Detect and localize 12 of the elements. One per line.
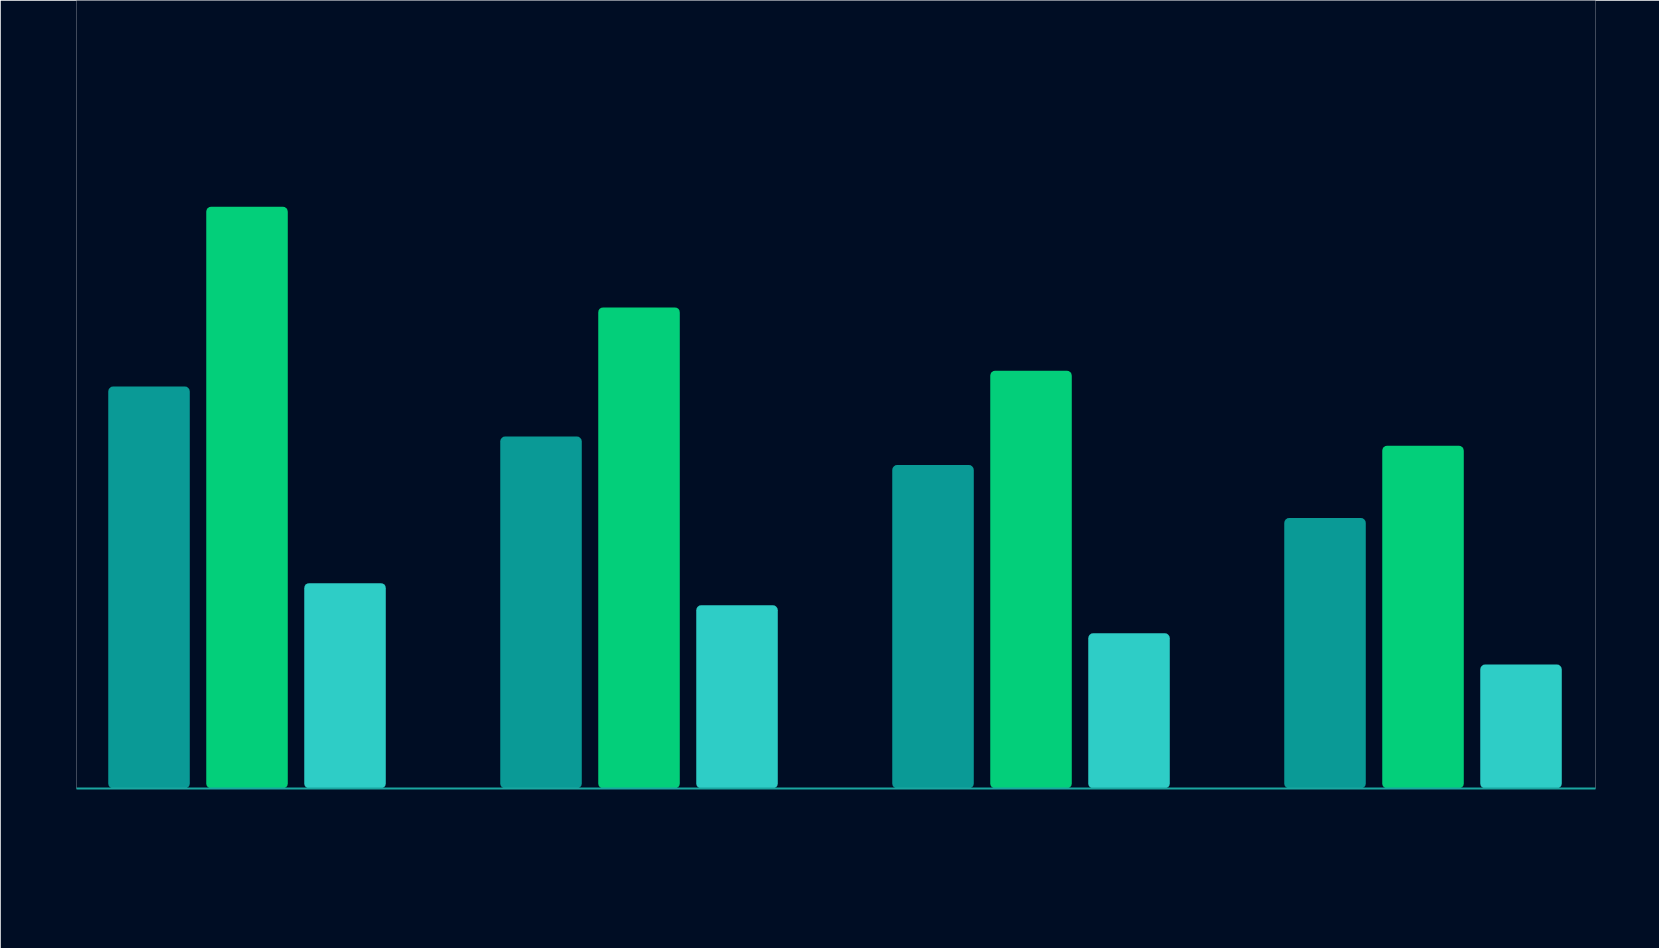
bar bbox=[1088, 633, 1170, 789]
bar bbox=[304, 583, 386, 789]
bar bbox=[892, 465, 974, 789]
bar bbox=[1382, 445, 1464, 789]
bar bbox=[500, 436, 582, 789]
bar bbox=[108, 386, 190, 789]
bar bbox=[206, 206, 288, 789]
bar bbox=[696, 605, 778, 789]
bar bbox=[598, 307, 680, 789]
bar bbox=[1480, 664, 1562, 789]
bar bbox=[990, 370, 1072, 789]
bar bbox=[1284, 517, 1366, 789]
